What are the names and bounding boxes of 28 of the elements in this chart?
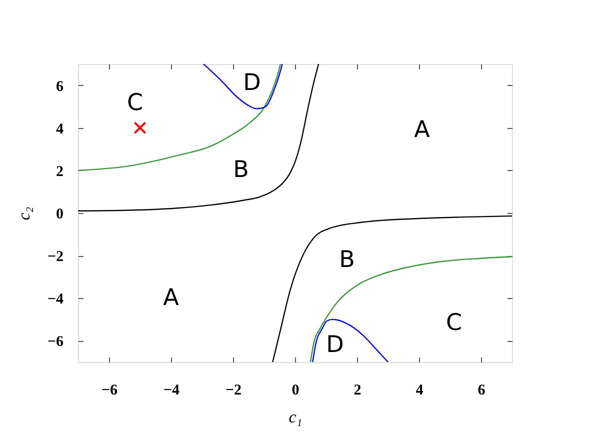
y-tick-label: 4 [56,121,64,138]
x-axis-title: c₁ [288,408,302,426]
annotation: A [414,117,430,143]
y-tick-label: 6 [56,78,64,95]
annotation: B [339,247,355,273]
line-series [272,215,512,362]
annotation: D [326,332,344,358]
line-series [202,64,283,110]
x-tick-label: 0 [292,382,300,398]
x-tick-label: 2 [354,382,362,398]
y-tick-label: 0 [56,206,64,222]
line-series [312,318,389,362]
y-tick-label: −4 [47,292,64,308]
y-tick-label: −6 [47,334,64,350]
annotation: B [233,157,249,183]
x-tick-label: −2 [225,382,242,398]
x-tick-label: −4 [163,382,180,398]
x-tick-label: −6 [101,382,118,398]
y-tick-label: 2 [56,164,64,180]
line-series [78,64,320,212]
annotation: D [243,70,261,96]
annotation: A [163,285,180,311]
y-tick-label: −2 [47,249,64,266]
annotation: C [446,310,462,336]
annotation: C [126,90,144,116]
x-tick-label: 4 [416,382,424,398]
y-axis-title: c₂ [14,206,34,220]
x-tick-label: 6 [478,382,486,398]
